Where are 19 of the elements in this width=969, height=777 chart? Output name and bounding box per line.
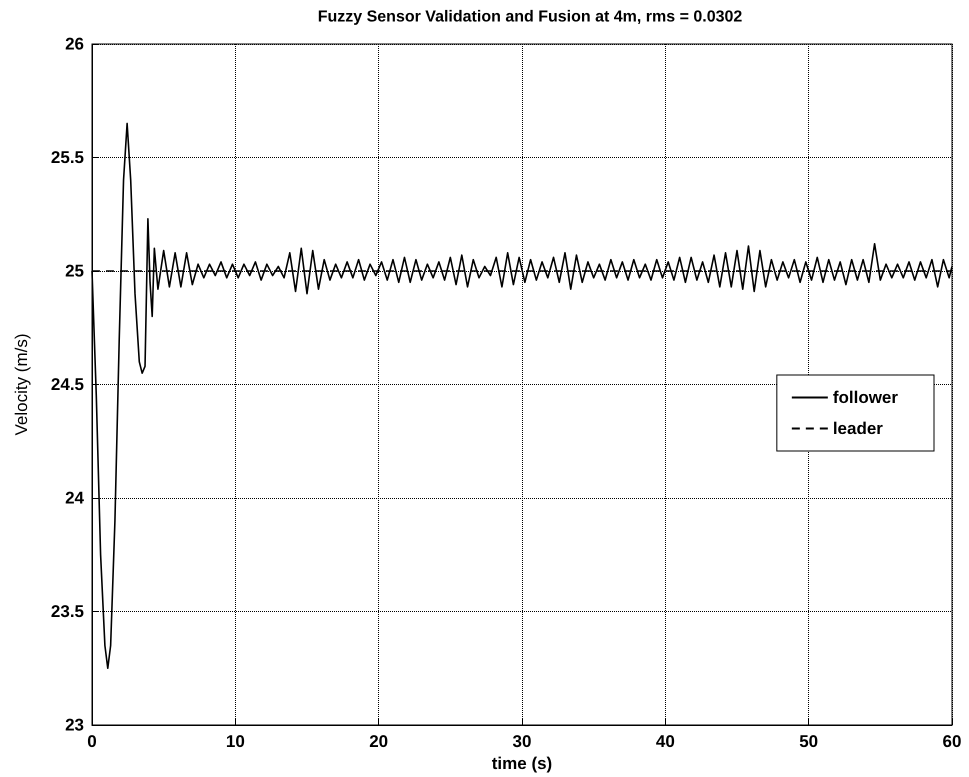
x-tick-label: 60: [942, 732, 962, 751]
y-tick-label: 24.5: [50, 375, 84, 394]
legend-label: follower: [832, 388, 898, 407]
legend-label: leader: [832, 419, 884, 438]
y-tick-label: 24: [65, 488, 85, 508]
y-tick-label: 25: [65, 262, 84, 280]
chart-title: Fuzzy Sensor Validation and Fusion at 4m, rms = 0.0302: [318, 8, 742, 26]
y-tick-label: 23.5: [50, 602, 84, 621]
x-tick-label: 20: [369, 732, 388, 751]
x-tick-label: 30: [512, 732, 532, 751]
x-tick-label: 40: [656, 732, 675, 751]
y-tick-label: 26: [65, 34, 84, 54]
y-tick-label: 25.5: [50, 148, 84, 167]
x-axis-title: time (s): [492, 754, 552, 773]
y-tick-label: 23: [65, 716, 84, 734]
y-axis-title: Velocity (m/s): [12, 333, 31, 436]
x-tick-label: 50: [799, 732, 818, 751]
x-tick-label: 10: [226, 732, 245, 751]
x-tick-label: 0: [87, 732, 97, 751]
